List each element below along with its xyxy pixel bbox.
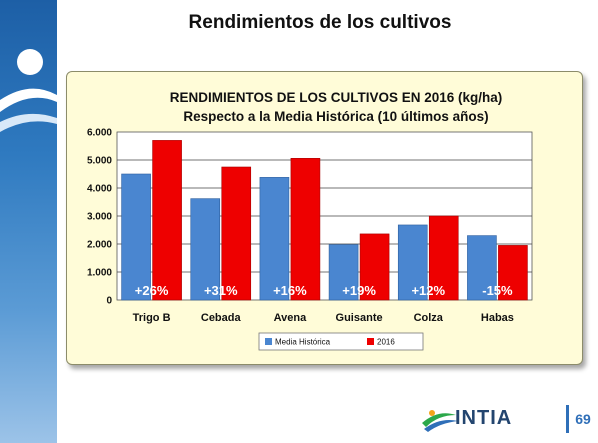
bar-media-historica [190, 198, 221, 301]
y-tick-label: 3.000 [87, 212, 112, 223]
y-tick-label: 1.000 [87, 268, 112, 279]
bar-2016 [359, 233, 390, 301]
bar-2016 [290, 158, 321, 301]
legend-swatch [265, 338, 272, 345]
percent-change-label: -15% [482, 283, 513, 298]
intia-logo-text: INTIA [455, 407, 513, 429]
chart-panel: RENDIMIENTOS DE LOS CULTIVOS EN 2016 (kg… [66, 71, 583, 365]
bar-media-historica [397, 224, 428, 301]
x-category-label: Habas [481, 312, 514, 324]
bar-media-historica [328, 244, 359, 301]
bar-media-historica [467, 235, 497, 301]
y-tick-label: 0 [106, 296, 112, 307]
bar-media-historica [121, 173, 151, 301]
page-title: Rendimientos de los cultivos [188, 12, 452, 33]
legend-box [258, 332, 424, 351]
percent-change-label: +31% [204, 283, 238, 298]
bar-2016 [221, 166, 252, 301]
bar-2016 [152, 140, 182, 301]
bar-2016 [498, 245, 528, 301]
chart-title: RENDIMIENTOS DE LOS CULTIVOS EN 2016 (kg… [170, 90, 503, 105]
swoosh-logo-icon [0, 49, 57, 132]
percent-change-label: +16% [273, 283, 307, 298]
x-category-label: Cebada [201, 312, 242, 324]
y-tick-label: 5.000 [87, 156, 112, 167]
percent-change-label: +26% [135, 283, 169, 298]
y-tick-label: 4.000 [87, 184, 112, 195]
legend-label: 2016 [377, 338, 395, 347]
bar-2016 [428, 215, 459, 301]
page-number: 69 [566, 405, 597, 433]
x-category-label: Colza [414, 312, 444, 324]
x-category-label: Trigo B [133, 312, 171, 324]
legend-swatch [367, 338, 374, 345]
percent-change-label: +12% [411, 283, 445, 298]
x-category-label: Avena [274, 312, 307, 324]
chart-subtitle: Respecto a la Media Histórica (10 último… [183, 109, 488, 124]
legend-label: Media Histórica [275, 338, 331, 347]
percent-change-label: +19% [342, 283, 376, 298]
bar-media-historica [259, 177, 290, 301]
y-tick-label: 6.000 [87, 128, 112, 139]
x-category-label: Guisante [336, 312, 383, 324]
y-tick-label: 2.000 [87, 240, 112, 251]
yield-bar-chart: RENDIMIENTOS DE LOS CULTIVOS EN 2016 (kg… [87, 90, 533, 351]
intia-logo-icon [422, 410, 458, 432]
